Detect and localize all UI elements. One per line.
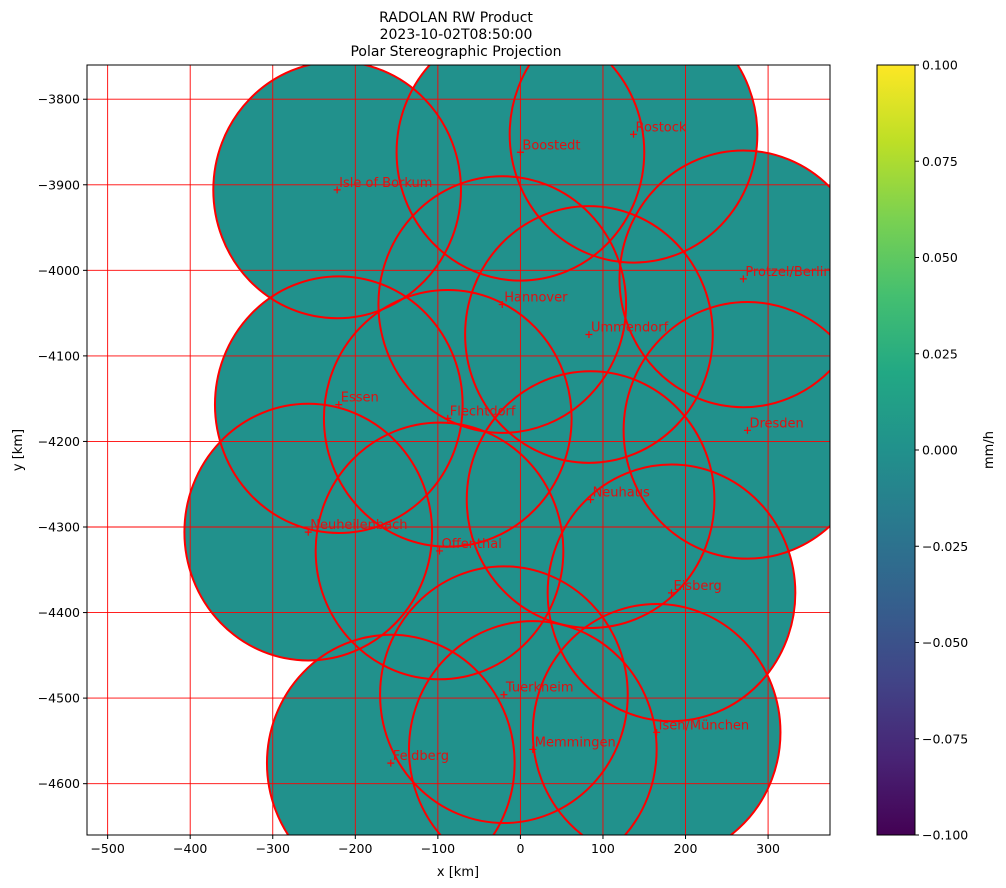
site-marker-essen xyxy=(335,401,343,409)
x-axis-label: x [km] xyxy=(437,865,479,880)
site-marker-ummendorf xyxy=(585,331,593,338)
x-tick-label: −100 xyxy=(421,841,455,856)
range-ring-protzel-berlin xyxy=(618,149,830,409)
range-ring-essen xyxy=(213,275,464,534)
x-tick-label: −500 xyxy=(90,841,124,856)
site-marker-feldberg xyxy=(387,759,395,767)
x-tick-label: −300 xyxy=(256,841,290,856)
site-marker-flechtdorf xyxy=(444,414,452,422)
range-ring-flechtdorf xyxy=(322,289,573,548)
colorbar-tick-label: 0.025 xyxy=(922,346,958,361)
site-marker-isen-m-nchen xyxy=(653,728,661,736)
colorbar-tick-label: −0.050 xyxy=(922,635,968,650)
y-axis-label: y [km] xyxy=(11,429,26,471)
site-label-offenthal: Offenthal xyxy=(442,537,502,552)
site-marker-tuerkheim xyxy=(500,691,508,699)
plot-frame xyxy=(86,64,831,836)
colorbar-tick-label: −0.075 xyxy=(922,731,968,746)
title-line-2: 2023-10-02T08:50:00 xyxy=(380,27,533,43)
x-tick-label: −400 xyxy=(173,841,207,856)
site-label-essen: Essen xyxy=(341,391,379,406)
chart-title: RADOLAN RW Product 2023-10-02T08:50:00 P… xyxy=(350,10,561,60)
x-tick-label: −200 xyxy=(338,841,372,856)
site-label-protzel-berlin: Protzel/Berlin xyxy=(745,265,831,280)
site-marker-eisberg xyxy=(667,589,675,597)
site-label-feldberg: Feldberg xyxy=(393,749,449,764)
y-tick-label: −4300 xyxy=(38,520,80,535)
x-axis-ticks: −500 −400 −300 −200 −100 0 100 200 300 xyxy=(90,835,780,856)
colorbar-tick-label: 0.100 xyxy=(922,58,958,73)
y-tick-label: −4600 xyxy=(38,776,80,791)
y-axis-ticks: −3800 −3900 −4000 −4100 −4200 −4300 −4400 −4500… xyxy=(38,92,87,791)
title-line-3: Polar Stereographic Projection xyxy=(350,44,561,60)
y-tick-label: −4000 xyxy=(38,263,80,278)
colorbar-gradient xyxy=(876,64,916,836)
site-label-boostedt: Boostedt xyxy=(522,138,580,153)
site-label-rostock: Rostock xyxy=(636,120,687,135)
x-tick-label: 200 xyxy=(674,841,698,856)
y-tick-label: −4500 xyxy=(38,691,80,706)
site-marker-rostock xyxy=(630,130,638,138)
title-line-1: RADOLAN RW Product xyxy=(379,10,533,26)
range-ring-ummendorf xyxy=(464,205,714,464)
site-marker-protzel-berlin xyxy=(739,275,747,283)
site-label-neuhaus: Neuhaus xyxy=(593,486,650,501)
site-label-flechtdorf: Flechtdorf xyxy=(450,404,516,419)
range-ring-dresden xyxy=(622,301,830,560)
colorbar-ticks: 0.100 0.075 0.050 0.025 0.000 −0.025 −0.050 −0.… xyxy=(915,58,968,843)
site-label-dresden: Dresden xyxy=(749,416,803,431)
site-label-isen-m-nchen: Isen/München xyxy=(659,718,750,733)
site-marker-memmingen xyxy=(529,745,537,753)
site-label-memmingen: Memmingen xyxy=(535,735,616,750)
site-marker-boostedt xyxy=(516,148,524,156)
range-ring-tuerkheim xyxy=(379,565,629,825)
colorbar-tick-label: 0.075 xyxy=(922,154,958,169)
colorbar-tick-label: 0.000 xyxy=(922,443,958,458)
x-tick-label: 0 xyxy=(516,841,524,856)
site-marker-isle-of-borkum xyxy=(333,186,341,194)
colorbar-tick-label: −0.100 xyxy=(922,828,968,843)
radar-range-rings xyxy=(183,65,830,835)
site-marker-offenthal xyxy=(436,547,444,555)
colorbar-tick-label: 0.050 xyxy=(922,250,958,265)
site-marker-hannover xyxy=(498,301,506,309)
site-marker-dresden xyxy=(743,426,751,434)
range-ring-feldberg xyxy=(266,633,516,835)
x-tick-label: 100 xyxy=(591,841,615,856)
range-ring-neuhaus xyxy=(465,370,716,629)
colorbar-label: mm/h xyxy=(982,431,997,469)
site-label-tuerkheim: Tuerkheim xyxy=(505,681,574,696)
site-label-neuheilenbach: Neuheilenbach xyxy=(310,518,407,533)
site-marker-neuhaus xyxy=(587,496,595,504)
site-label-hannover: Hannover xyxy=(504,291,568,306)
y-tick-label: −3800 xyxy=(38,92,80,107)
range-ring-neuheilenbach xyxy=(183,402,434,662)
coverage-disk-feldberg xyxy=(267,634,515,835)
range-ring-boostedt xyxy=(395,65,646,282)
site-label-ummendorf: Ummendorf xyxy=(591,321,669,336)
y-tick-label: −3900 xyxy=(38,177,80,192)
range-ring-offenthal xyxy=(314,421,565,681)
range-ring-memmingen xyxy=(408,620,658,835)
y-tick-label: −4400 xyxy=(38,605,80,620)
range-ring-hannover xyxy=(377,175,628,434)
site-label-isle-of-borkum: Isle of Borkum xyxy=(339,176,432,191)
colorbar-tick-label: −0.025 xyxy=(922,539,968,554)
site-label-eisberg: Eisberg xyxy=(673,579,721,594)
range-ring-isen-m-nchen xyxy=(531,603,782,835)
range-ring-rostock xyxy=(508,65,759,264)
site-marker-neuheilenbach xyxy=(304,528,312,536)
x-tick-label: 300 xyxy=(756,841,780,856)
colorbar: 0.100 0.075 0.050 0.025 0.000 −0.025 −0.050 −0.… xyxy=(876,58,997,843)
range-ring-isle-of-borkum xyxy=(212,65,462,320)
radar-site-markers: Boostedt Rostock Isle of Borkum Protzel/Ber… xyxy=(304,120,831,767)
y-tick-label: −4100 xyxy=(38,348,80,363)
plot-area: Boostedt Rostock Isle of Borkum Protzel/Ber… xyxy=(11,64,831,880)
range-ring-eisberg xyxy=(546,463,797,723)
y-tick-label: −4200 xyxy=(38,434,80,449)
